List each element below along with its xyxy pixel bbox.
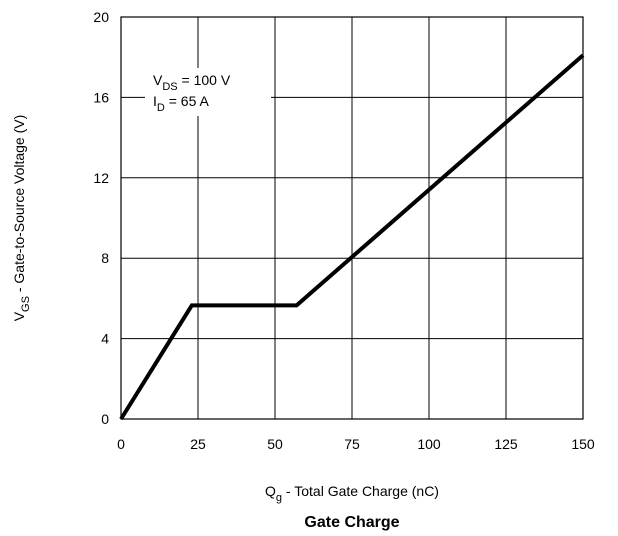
y-tick-label: 8 xyxy=(101,250,109,266)
y-tick-label: 12 xyxy=(93,170,109,186)
x-tick-label: 150 xyxy=(571,436,595,452)
x-tick-label: 125 xyxy=(494,436,518,452)
x-tick-label: 0 xyxy=(117,436,125,452)
y-tick-label: 4 xyxy=(101,331,109,347)
y-tick-label: 16 xyxy=(93,89,109,105)
series-group xyxy=(119,53,585,421)
chart-title: Gate Charge xyxy=(304,514,399,531)
x-tick-label: 25 xyxy=(190,436,206,452)
x-tick-label: 100 xyxy=(417,436,441,452)
y-tick-label: 20 xyxy=(93,9,109,25)
x-tick-label: 75 xyxy=(344,436,360,452)
annotation-id: ID = 65 A xyxy=(153,93,209,114)
annotation-background xyxy=(145,68,271,116)
y-tick-labels: 0 4 8 12 16 20 xyxy=(93,9,109,427)
x-axis-label: Qg - Total Gate Charge (nC) xyxy=(265,483,439,504)
series-line xyxy=(119,53,585,421)
x-tick-label: 50 xyxy=(267,436,283,452)
plot-frame xyxy=(120,16,584,420)
x-tick-labels: 0 25 50 75 100 125 150 xyxy=(117,436,595,452)
y-axis-label: VGS - Gate-to-Source Voltage (V) xyxy=(11,115,32,322)
annotation-vds: VDS = 100 V xyxy=(153,72,231,93)
y-tick-label: 0 xyxy=(101,411,109,427)
